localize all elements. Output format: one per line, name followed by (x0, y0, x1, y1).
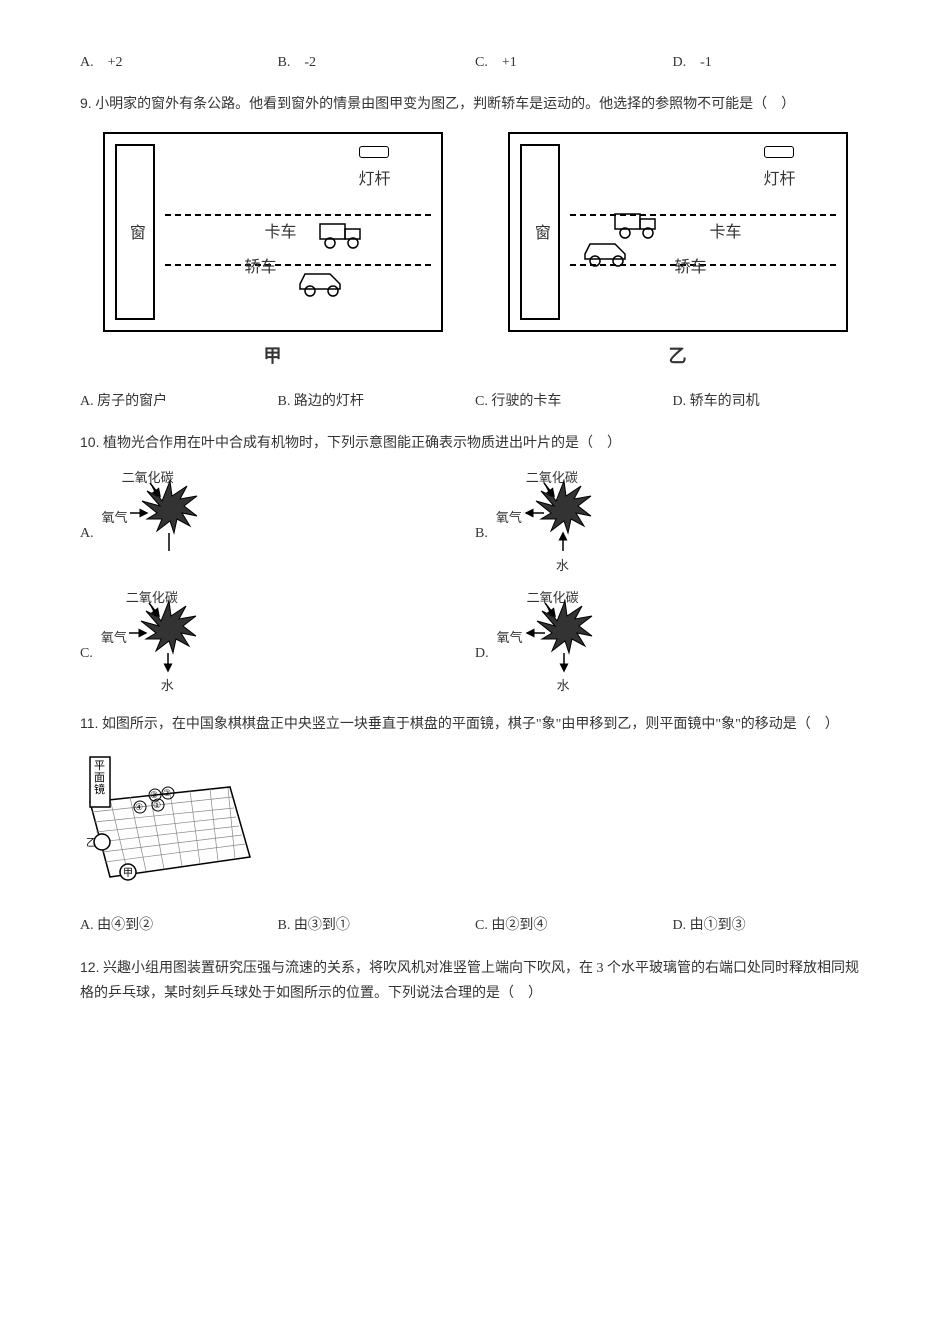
sedan-label: 轿车 (245, 254, 277, 283)
q10-opt-d-wrap: D. 二氧化碳 氧气 水 (475, 586, 870, 696)
q10-opt-c-wrap: C. 二氧化碳 氧气 水 (80, 586, 475, 696)
q12-question: 12. 兴趣小组用图装置研究压强与流速的关系，将吹风机对准竖管上端向下吹风，在 … (80, 955, 870, 1006)
q10-opt-b-wrap: B. 二氧化碳 氧气 水 (475, 466, 870, 576)
q8-opt-c: C. +1 (475, 50, 673, 75)
q8-opt-a: A. +2 (80, 50, 278, 75)
q9-figures: 窗 灯杆 卡车 轿车 (80, 132, 870, 372)
svg-text:面: 面 (94, 772, 105, 784)
q10-opt-b-label: B. (475, 521, 488, 576)
truck-label: 卡车 (710, 219, 742, 248)
sedan-icon (295, 269, 355, 297)
q11-opt-d: D. 由①到③ (673, 913, 871, 938)
svg-text:③: ③ (150, 790, 158, 800)
q9-opt-d: D. 轿车的司机 (673, 389, 871, 414)
road-line (165, 214, 431, 216)
q11-opt-c: C. 由②到④ (475, 913, 673, 938)
q11-opt-a: A. 由④到② (80, 913, 278, 938)
q10-opt-d-label: D. (475, 641, 489, 696)
lamp-post-icon: 灯杆 (763, 144, 795, 188)
q10-opt-c-label: C. (80, 641, 93, 696)
sedan-icon (580, 239, 640, 267)
svg-text:平: 平 (94, 760, 105, 772)
figure-caption-yi: 乙 (485, 340, 870, 372)
svg-text:甲: 甲 (123, 868, 133, 879)
leaf-diagram-a: 二氧化碳 氧气 (102, 466, 242, 576)
q9-figure-yi: 窗 灯杆 卡车 (485, 132, 870, 372)
truck-icon (610, 209, 670, 239)
q10-opt-a-wrap: A. 二氧化碳 氧气 (80, 466, 475, 576)
q11-options: A. 由④到② B. 由③到① C. 由②到④ D. 由①到③ (80, 913, 870, 938)
window-label: 窗 (520, 144, 560, 320)
svg-text:②: ② (163, 788, 171, 798)
q10-options-grid: A. 二氧化碳 氧气 B. 二氧化碳 氧气 水 (80, 466, 870, 696)
q9-opt-a: A. 房子的窗户 (80, 389, 278, 414)
q9-options: A. 房子的窗户 B. 路边的灯杆 C. 行驶的卡车 D. 轿车的司机 (80, 389, 870, 414)
svg-text:④: ④ (135, 802, 143, 812)
q10-opt-a-label: A. (80, 521, 94, 576)
svg-text:镜: 镜 (94, 782, 105, 796)
window-label: 窗 (115, 144, 155, 320)
q8-opt-b: B. -2 (278, 50, 476, 75)
figure-caption-jia: 甲 (80, 340, 465, 372)
q9-question: 9. 小明家的窗外有条公路。他看到窗外的情景由图甲变为图乙，判断轿车是运动的。他… (80, 91, 870, 117)
q9-opt-c: C. 行驶的卡车 (475, 389, 673, 414)
leaf-diagram-c: 二氧化碳 氧气 水 (101, 586, 241, 696)
q11-opt-b: B. 由③到① (278, 913, 476, 938)
svg-text:乙: 乙 (86, 837, 96, 849)
q9-figure-jia: 窗 灯杆 卡车 轿车 (80, 132, 465, 372)
sedan-label: 轿车 (675, 254, 707, 283)
truck-icon (315, 219, 375, 249)
svg-text:①: ① (153, 800, 161, 810)
leaf-diagram-b: 二氧化碳 氧气 水 (496, 466, 636, 576)
leaf-diagram-d: 二氧化碳 氧气 水 (497, 586, 637, 696)
road-line (165, 264, 431, 266)
q10-question: 10. 植物光合作用在叶中合成有机物时，下列示意图能正确表示物质进出叶片的是（ … (80, 430, 870, 456)
q8-options: A. +2 B. -2 C. +1 D. -1 (80, 50, 870, 75)
truck-label: 卡车 (265, 219, 297, 248)
q8-opt-d: D. -1 (673, 50, 871, 75)
q9-opt-b: B. 路边的灯杆 (278, 389, 476, 414)
lamp-post-icon: 灯杆 (358, 144, 390, 188)
q11-question: 11. 如图所示，在中国象棋棋盘正中央竖立一块垂直于棋盘的平面镜，棋子"象"由甲… (80, 711, 870, 737)
chess-board-icon: 平 面 镜 ③ ② ④ ① 甲 乙 (80, 747, 270, 897)
q11-figure: 平 面 镜 ③ ② ④ ① 甲 乙 (80, 747, 280, 897)
